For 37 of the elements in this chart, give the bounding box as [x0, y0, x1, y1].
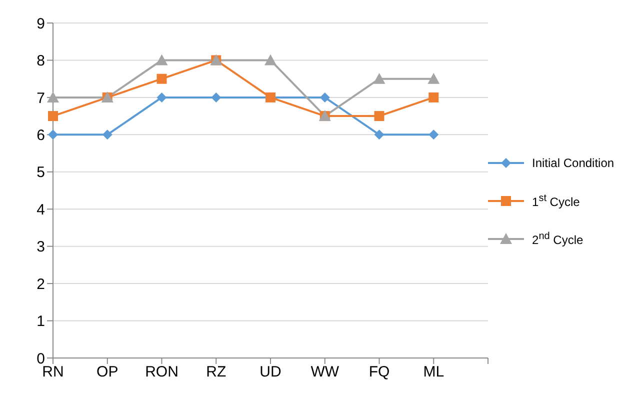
point	[156, 92, 167, 102]
point	[156, 54, 168, 66]
x-tick-label: WW	[310, 364, 340, 381]
x-tick-label: OP	[96, 364, 118, 381]
y-tick-label: 4	[36, 201, 45, 218]
y-tick-label: 1	[36, 313, 45, 330]
point	[102, 130, 112, 140]
point	[428, 72, 440, 84]
y-tick-label: 5	[36, 164, 45, 182]
x-tick-label: RN	[42, 364, 64, 381]
legend-label: 2$^{nd}$ Cycle	[532, 230, 584, 246]
point	[320, 92, 330, 102]
x-tick-label: RZ	[206, 364, 226, 381]
point	[47, 91, 59, 102]
y-tick-label: 0	[36, 350, 45, 368]
y-tick-label: 9	[36, 15, 45, 32]
point	[48, 130, 58, 140]
x-tick-label: FQ	[368, 364, 390, 381]
y-tick-label: 7	[36, 90, 45, 107]
x-tick-label: RON	[145, 364, 178, 381]
y-tick-label: 8	[36, 52, 45, 70]
legend-label: Initial Condition	[532, 156, 614, 170]
y-tick-label: 2	[36, 276, 45, 293]
y-tick-label: 6	[36, 126, 45, 144]
point	[428, 130, 439, 140]
y-tick-label: 3	[36, 238, 45, 256]
point	[428, 92, 439, 102]
point	[48, 111, 58, 122]
point	[264, 54, 276, 66]
point	[374, 130, 384, 140]
point	[211, 92, 222, 102]
x-tick-label: UD	[260, 364, 282, 381]
point	[156, 74, 167, 84]
point	[374, 111, 384, 122]
x-tick-label: ML	[423, 364, 444, 381]
point	[373, 72, 386, 84]
legend-label: 1$^{st}$ Cycle	[532, 192, 580, 208]
